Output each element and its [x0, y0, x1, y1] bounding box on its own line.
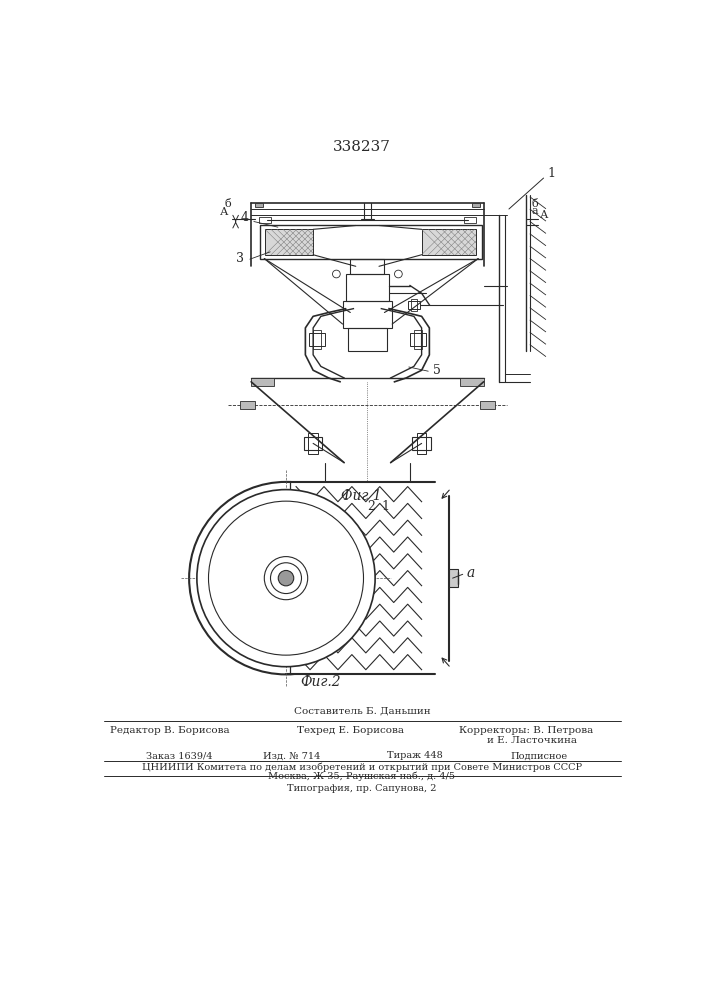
Text: А – А: А – А [295, 502, 332, 516]
Text: б: б [532, 199, 539, 209]
Text: 2: 2 [368, 500, 375, 513]
Text: Техред Е. Борисова: Техред Е. Борисова [297, 726, 404, 735]
Bar [412, 437, 431, 450]
Bar [260, 225, 482, 259]
Circle shape [395, 270, 402, 278]
Bar [343, 301, 392, 328]
Text: Заказ 1639/4: Заказ 1639/4 [146, 751, 213, 760]
Ellipse shape [189, 482, 383, 674]
Circle shape [197, 490, 375, 667]
Text: Корректоры: В. Петрова: Корректоры: В. Петрова [459, 726, 593, 735]
Text: 1: 1 [381, 500, 390, 513]
Text: 4: 4 [240, 211, 248, 224]
Bar [259, 217, 271, 223]
Text: Москва, Ж-35, Раушская наб., д. 4/5: Москва, Ж-35, Раушская наб., д. 4/5 [269, 771, 455, 781]
Bar [421, 229, 476, 255]
Bar [411, 299, 417, 311]
Text: б: б [224, 199, 230, 209]
Bar [251, 378, 274, 386]
Text: 1: 1 [547, 167, 555, 180]
Bar [346, 274, 389, 301]
Bar [472, 203, 480, 207]
Bar [255, 203, 263, 207]
Bar [351, 259, 385, 274]
Bar [348, 328, 387, 351]
Text: 5: 5 [433, 364, 441, 377]
Bar [414, 330, 421, 349]
Text: а: а [532, 206, 538, 216]
Text: Фиг.2: Фиг.2 [300, 675, 341, 689]
Text: Изд. № 714: Изд. № 714 [263, 751, 320, 760]
Text: Подписное: Подписное [510, 751, 568, 760]
Text: Редактор В. Борисова: Редактор В. Борисова [110, 726, 230, 735]
Bar [286, 482, 449, 674]
Bar [417, 433, 426, 454]
Circle shape [279, 570, 293, 586]
Bar [449, 569, 458, 587]
Text: А: А [220, 207, 228, 217]
Text: а: а [467, 566, 475, 580]
Bar [240, 401, 255, 409]
Text: Составитель Б. Даньшин: Составитель Б. Даньшин [293, 707, 431, 716]
Circle shape [209, 501, 363, 655]
Text: А: А [539, 210, 548, 220]
Bar [308, 433, 317, 454]
Bar [408, 301, 420, 309]
Bar [460, 378, 484, 386]
Circle shape [264, 557, 308, 600]
Text: Типография, пр. Сапунова, 2: Типография, пр. Сапунова, 2 [287, 784, 437, 793]
Bar [480, 401, 495, 409]
Bar [464, 217, 476, 223]
Circle shape [271, 563, 301, 594]
Text: 338237: 338237 [333, 140, 391, 154]
Text: и Е. Ласточкина: и Е. Ласточкина [486, 736, 577, 745]
Circle shape [332, 270, 340, 278]
Text: ЦНИИПИ Комитета по делам изобретений и открытий при Совете Министров СССР: ЦНИИПИ Комитета по делам изобретений и о… [142, 762, 582, 772]
Bar [313, 330, 321, 349]
Bar [304, 437, 322, 450]
Bar [309, 333, 325, 346]
Bar [265, 229, 313, 255]
Bar [410, 333, 426, 346]
Text: Тираж 448: Тираж 448 [387, 751, 443, 760]
Text: Фиг 1: Фиг 1 [341, 489, 382, 503]
Text: 3: 3 [236, 252, 245, 265]
